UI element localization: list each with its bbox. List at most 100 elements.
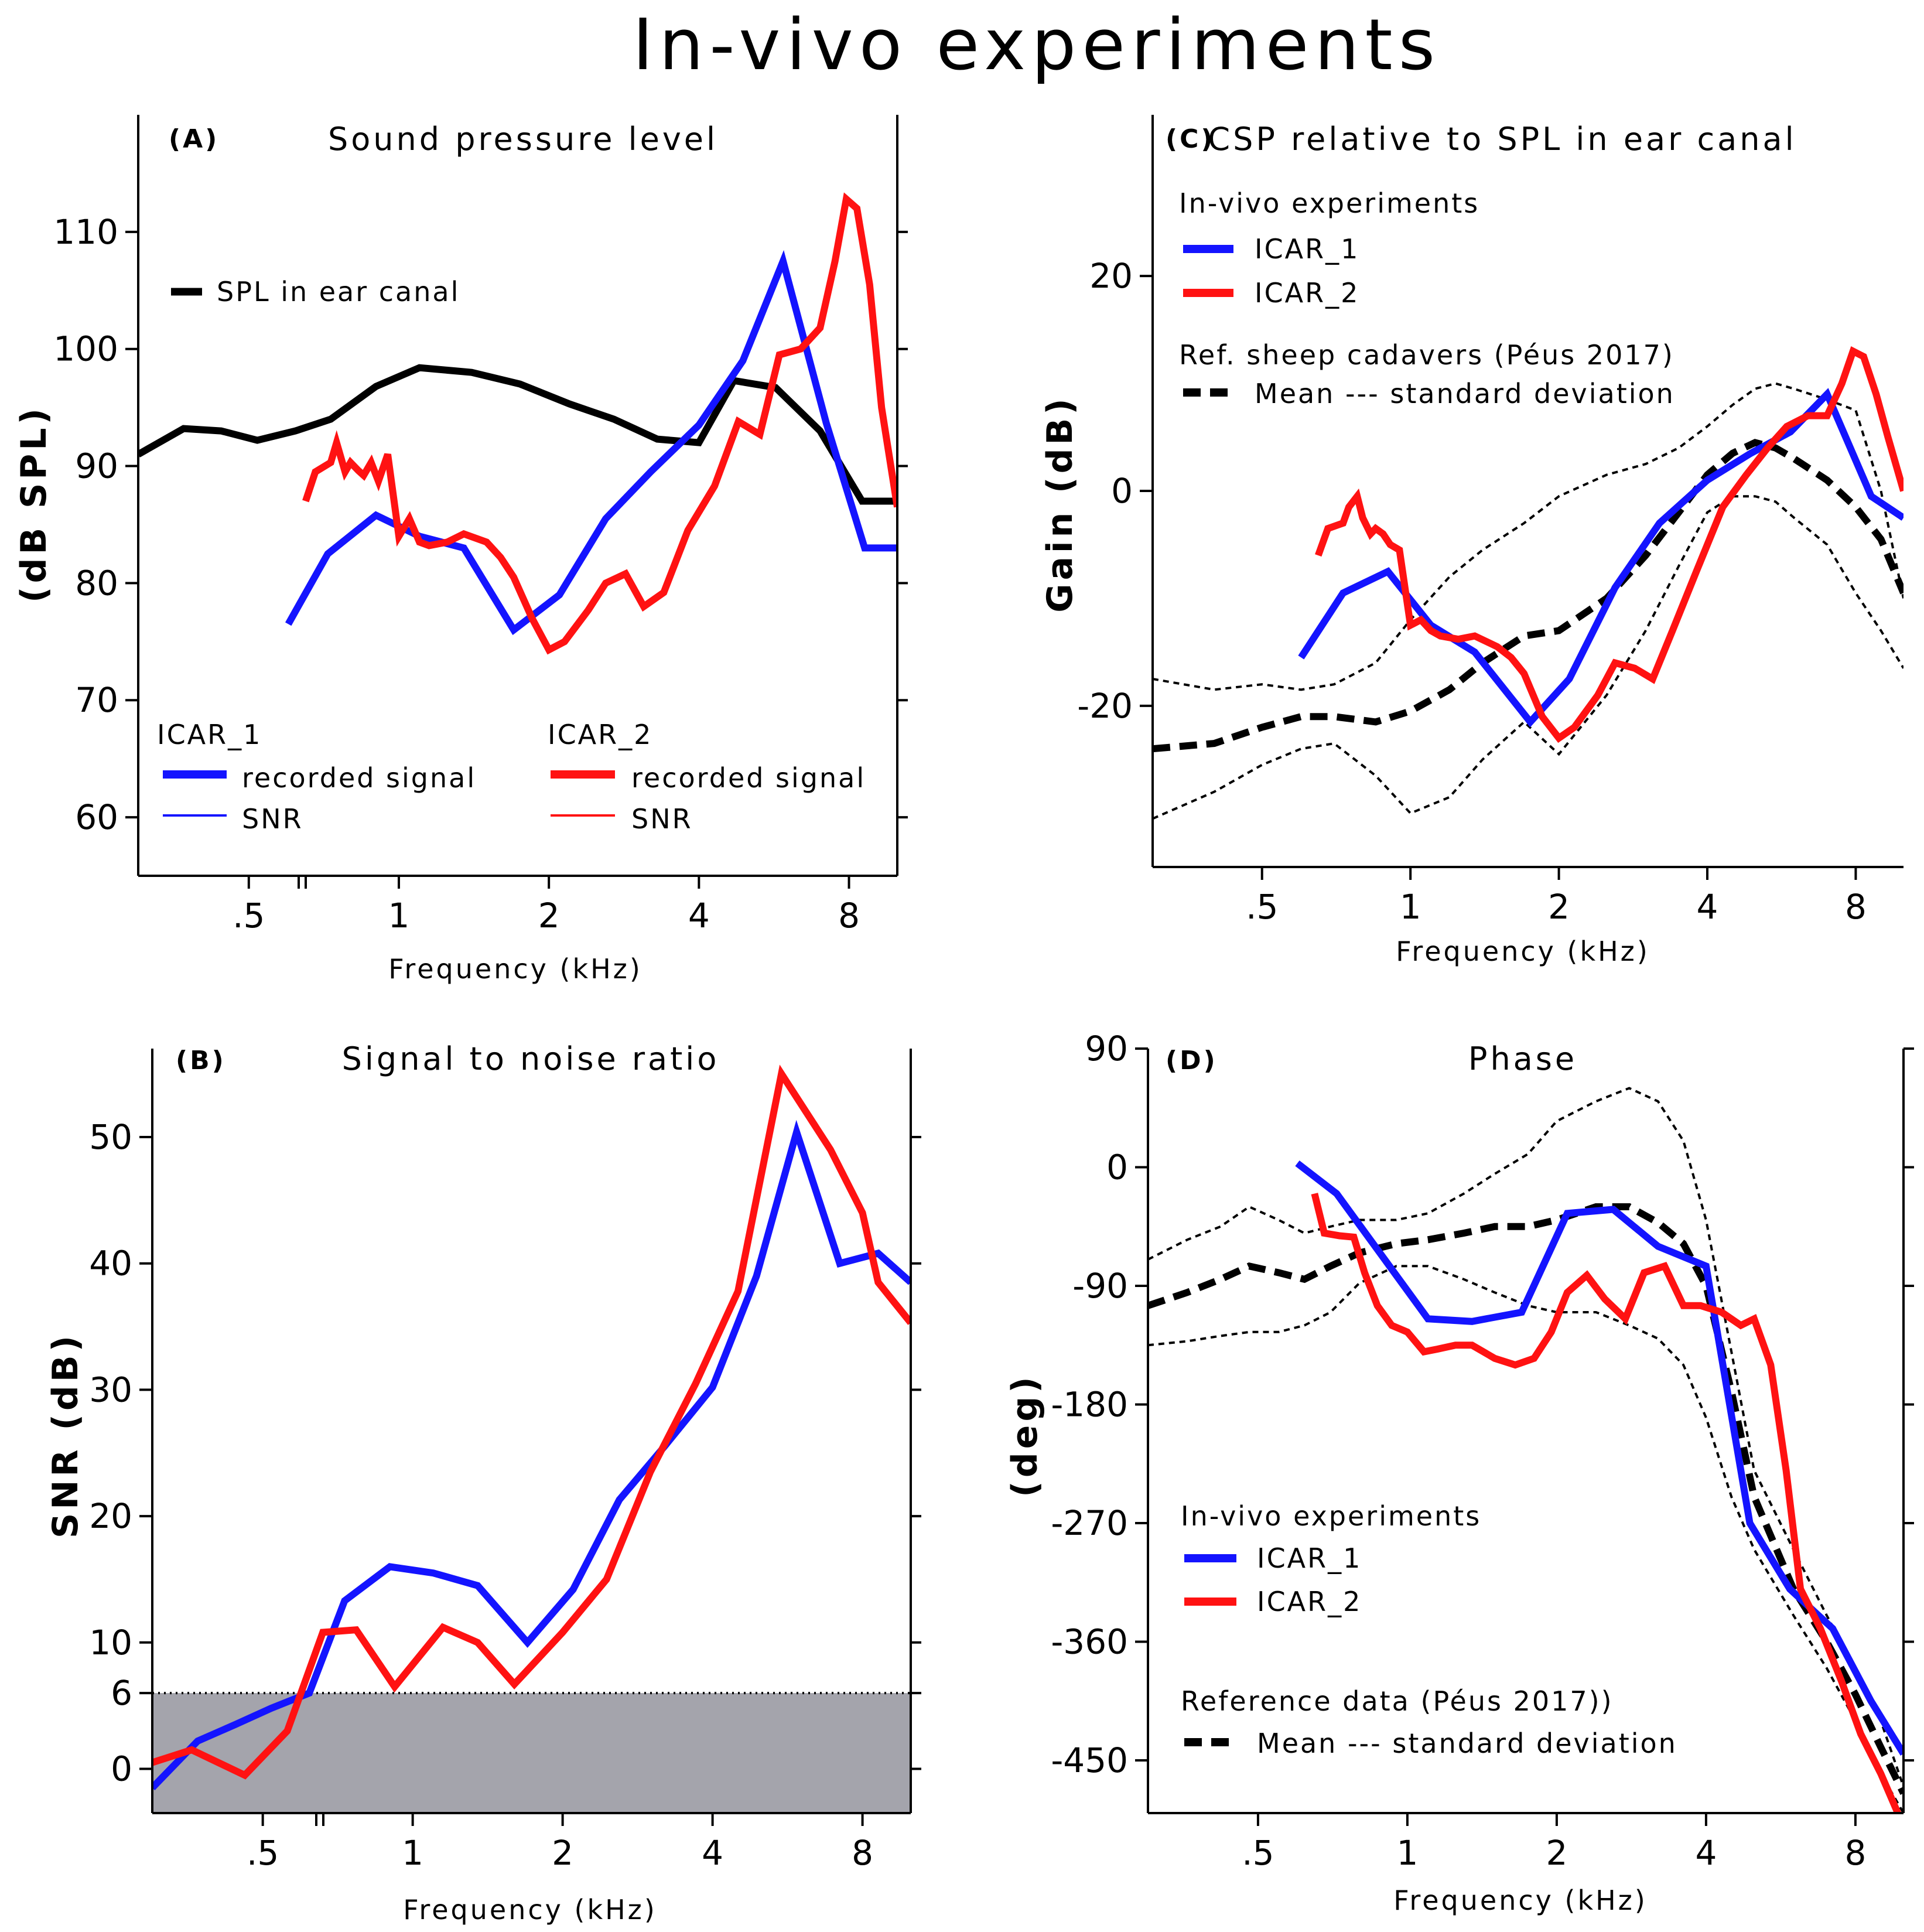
legend-title-icar1: ICAR_1 [157,719,262,750]
y-tick-label: 0 [111,1749,132,1789]
series-line-upper-standard-deviation-0 [1148,1087,1904,1787]
panel-title: Phase [1468,1040,1577,1077]
series-line-mean-2 [1148,1203,1904,1795]
y-tick-label: -180 [1051,1385,1128,1425]
figure-title: In-vivo experiments [633,5,1441,86]
y-axis-label: SNR (dB) [45,1332,86,1538]
y-tick-label: 20 [1089,256,1133,296]
x-tick-label: .5 [1242,1833,1274,1873]
x-tick-label: 4 [688,896,710,936]
x-tick-label: 8 [838,896,860,936]
x-tick-label: 1 [402,1833,423,1873]
y-tick-label: -270 [1051,1503,1128,1543]
axes-layer: 60 70 80 90 100 110 .5 1 2 4 8 [53,115,908,936]
legend-label-icar1-recorded: recorded signal [242,762,476,794]
y-tick-label: 110 [53,212,118,252]
series-line-recorded-signal-1 [285,250,897,636]
y-tick-label: -90 [1072,1266,1128,1306]
panel-letter: (C) [1166,124,1215,154]
y-axis-label: (dB SPL) [13,405,54,603]
panel-letter: (D) [1166,1046,1218,1076]
series-line-icar-2-1 [152,1064,911,1780]
legend: In-vivo experiments ICAR_1 ICAR_2 Ref. s… [1179,187,1675,409]
x-tick-label: 1 [1400,887,1421,927]
x-tick-label: .5 [233,896,265,936]
legend: In-vivo experiments ICAR_1 ICAR_2 Refere… [1181,1500,1677,1759]
y-tick-label: 70 [75,680,118,720]
y-tick-label: 90 [75,446,118,486]
noise-floor-layer [152,1692,911,1813]
series-line-icar-2-4 [1315,346,1904,743]
x-tick-label: .5 [247,1833,279,1873]
x-tick-label: 4 [702,1833,723,1873]
axes-layer: -450 -360 -270 -180 -90 0 90 .5 1 2 4 8 [1051,1029,1914,1873]
series-layer [1153,346,1904,820]
x-axis-label: Frequency (kHz) [1396,936,1650,967]
x-axis-label: Frequency (kHz) [403,1894,657,1926]
x-tick-label: 2 [538,896,560,936]
y-tick-label: -20 [1077,686,1133,726]
legend-label-icar1-snr: SNR [242,803,303,835]
panel-b: 0 6 10 20 30 40 50 .5 1 2 4 8 (B) Signal to noise r… [45,1040,921,1926]
legend-label-icar1: ICAR_1 [1255,233,1359,265]
legend-heading: In-vivo experiments [1181,1500,1481,1532]
legend-label-icar1: ICAR_1 [1257,1542,1362,1574]
series-line-spl-in-ear-canal-0 [138,364,897,505]
panel-letter: (A) [169,124,219,154]
y-tick-label: 50 [89,1117,132,1157]
series-line-mean-2 [1153,439,1904,753]
panel-title: CSP relative to SPL in ear canal [1208,121,1796,158]
x-tick-label: 8 [1845,887,1867,927]
x-tick-label: 2 [1548,887,1570,927]
y-tick-label: 20 [89,1496,132,1536]
x-tick-label: 1 [1396,1833,1418,1873]
x-tick-label: 4 [1697,887,1718,927]
panel-c: -20 0 20 .5 1 2 4 8 (C) CSP relative to SPL in … [1040,115,1904,967]
legend-label-icar2-recorded: recorded signal [631,762,866,794]
legend-ref-item: Mean --- standard deviation [1257,1728,1677,1759]
legend-label-icar2-snr: SNR [631,803,693,835]
y-tick-label: 100 [53,329,118,369]
series-layer [1148,1087,1904,1813]
panel-a: 60 70 80 90 100 110 .5 1 2 4 8 (A) Sound pressure … [13,115,908,985]
series-line-lower-standard-deviation-1 [1153,495,1904,820]
legend: SPL in ear canal ICAR_1 recorded signal … [157,276,866,835]
y-tick-label: 80 [75,563,118,603]
x-tick-label: 8 [1844,1833,1866,1873]
series-line-icar-1-3 [1295,1160,1904,1756]
x-axis-label: Frequency (kHz) [388,953,643,985]
y-tick-label: 40 [89,1244,132,1284]
x-tick-label: 4 [1695,1833,1717,1873]
legend-label-icar2: ICAR_2 [1257,1586,1362,1617]
series-line-recorded-signal-2 [302,192,897,655]
series-line-lower-standard-deviation-1 [1148,1265,1904,1813]
y-tick-label: -450 [1051,1740,1128,1780]
x-tick-label: 1 [388,896,410,936]
y-tick-label: 0 [1106,1148,1128,1187]
legend-heading: In-vivo experiments [1179,187,1479,219]
series-layer [152,1064,911,1791]
y-axis-label: Gain (dB) [1040,395,1081,612]
axes-layer: 0 6 10 20 30 40 50 .5 1 2 4 8 [89,1049,921,1873]
legend-ref-heading: Reference data (Péus 2017)) [1181,1685,1614,1717]
x-tick-label: 2 [552,1833,573,1873]
y-tick-label: 6 [111,1673,132,1713]
panel-title: Sound pressure level [328,121,718,158]
panel-letter: (B) [176,1046,226,1076]
x-tick-label: 2 [1546,1833,1567,1873]
y-tick-label: 60 [75,797,118,837]
y-tick-label: -360 [1051,1622,1128,1662]
y-tick-label: 90 [1085,1029,1128,1069]
series-line-icar-1-3 [1298,388,1904,728]
legend-ref-heading: Ref. sheep cadavers (Péus 2017) [1179,339,1674,371]
x-axis-label: Frequency (kHz) [1393,1885,1648,1916]
series-line-icar-2-4 [1311,1193,1902,1813]
series-line-upper-standard-deviation-0 [1153,382,1904,691]
panel-title: Signal to noise ratio [342,1040,720,1077]
legend-label-spl: SPL in ear canal [217,276,460,308]
y-tick-label: 0 [1111,471,1133,511]
legend-ref-item: Mean --- standard deviation [1255,378,1675,409]
legend-label-icar2: ICAR_2 [1255,277,1359,309]
panel-d: -450 -360 -270 -180 -90 0 90 .5 1 2 4 8 (D) Phase F… [1004,1029,1914,1916]
